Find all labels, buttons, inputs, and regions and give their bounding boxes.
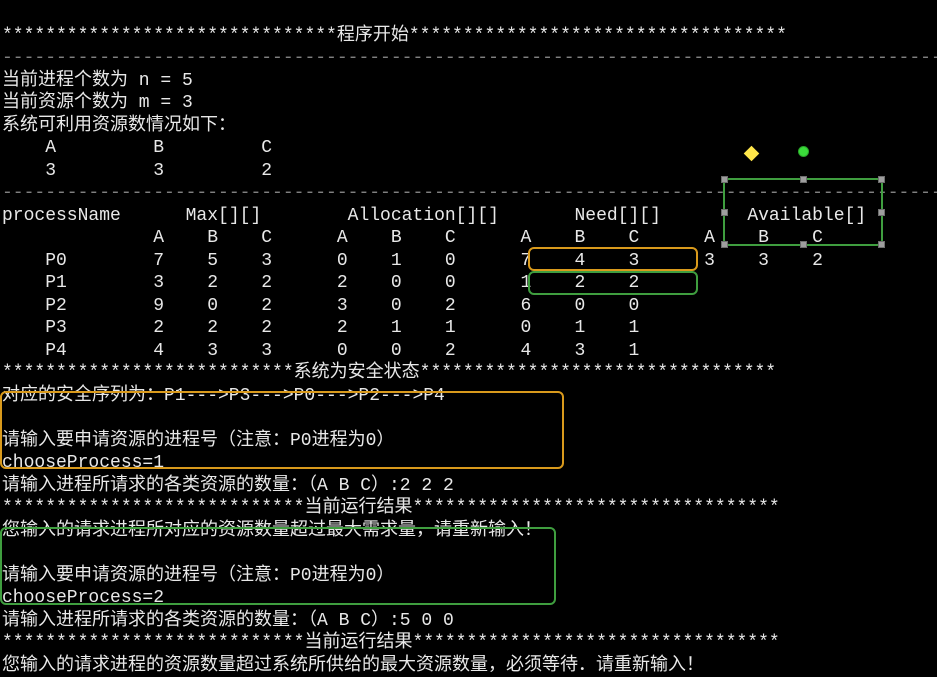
table-row-p2: P2 9 0 2 3 0 2 6 0 0: [2, 296, 639, 316]
req1-choose: chooseProcess=1: [2, 453, 164, 473]
table-row-p0: P0 7 5 3 0 1 0 7 4 3 3 3 2: [2, 251, 823, 271]
avail-intro-line: 系统可利用资源数情况如下：: [2, 116, 236, 136]
table-row-p4: P4 4 3 3 0 0 2 4 3 1: [2, 341, 639, 361]
req1-result: 您输入的请求进程所对应的资源数量超过最大需求量，请重新输入！: [2, 521, 542, 541]
req1-prompt: 请输入要申请资源的进程号（注意：P0进程为0）: [2, 431, 394, 451]
title-banner: *******************************程序开始*****…: [2, 26, 787, 46]
proc-count-line: 当前进程个数为 n = 5: [2, 71, 193, 91]
req1-run-banner: ****************************当前运行结果******…: [2, 498, 780, 518]
avail-vals-line: 3 3 2: [2, 161, 272, 181]
table-head: processName Max[][] Allocation[][] Need[…: [2, 206, 866, 226]
req1-amounts: 请输入进程所请求的各类资源的数量：（A B C）:2 2 2: [2, 476, 454, 496]
req2-amounts: 请输入进程所请求的各类资源的数量：（A B C）:5 0 0: [2, 611, 454, 631]
dashed-separator: ----------------------------------------…: [2, 183, 937, 203]
res-count-line: 当前资源个数为 m = 3: [2, 93, 193, 113]
table-row-p1: P1 3 2 2 2 0 0 1 2 2: [2, 273, 639, 293]
safety-banner: ***************************系统为安全状态******…: [2, 363, 776, 383]
anchor-handle-icon[interactable]: [798, 146, 809, 157]
req2-choose: chooseProcess=2: [2, 588, 164, 608]
safety-sequence: 对应的安全序列为：P1--->P3--->P0--->P2--->P4: [2, 386, 445, 406]
dashed-separator: ----------------------------------------…: [2, 48, 937, 68]
req2-run-banner: ****************************当前运行结果******…: [2, 633, 780, 653]
terminal-output: *******************************程序开始*****…: [2, 2, 937, 677]
table-subhead: A B C A B C A B C A B C: [2, 228, 823, 248]
table-row-p3: P3 2 2 2 2 1 1 0 1 1: [2, 318, 639, 338]
avail-cols-line: A B C: [2, 138, 272, 158]
req2-prompt: 请输入要申请资源的进程号（注意：P0进程为0）: [2, 566, 394, 586]
req2-result: 您输入的请求进程的资源数量超过系统所供给的最大资源数量，必须等待．请重新输入！: [2, 656, 704, 676]
